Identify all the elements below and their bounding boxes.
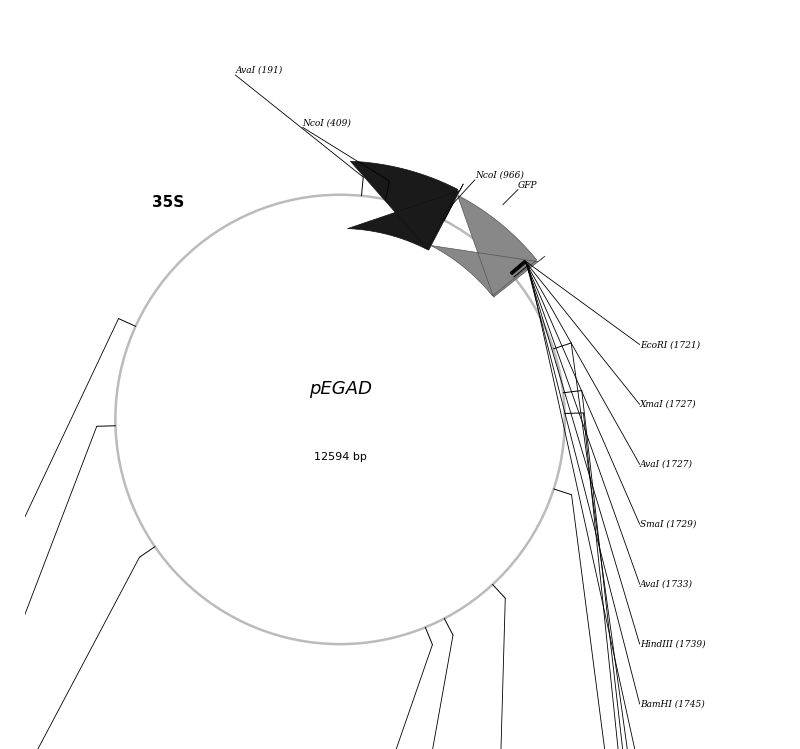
- Text: AvaI (1727): AvaI (1727): [640, 460, 693, 469]
- Text: 35S: 35S: [152, 195, 184, 210]
- Text: AvaI (1733): AvaI (1733): [640, 580, 693, 589]
- Polygon shape: [348, 161, 463, 250]
- Text: 12594 bp: 12594 bp: [314, 452, 366, 462]
- Text: EcoRI (1721): EcoRI (1721): [640, 340, 700, 349]
- Text: pEGAD: pEGAD: [309, 380, 371, 398]
- Text: NcoI (966): NcoI (966): [475, 171, 524, 180]
- Text: NcoI (409): NcoI (409): [302, 118, 351, 127]
- Text: SmaI (1729): SmaI (1729): [640, 520, 696, 529]
- Text: HindIII (1739): HindIII (1739): [640, 640, 706, 649]
- Text: XmaI (1727): XmaI (1727): [640, 400, 696, 409]
- Text: GFP: GFP: [518, 181, 538, 189]
- Text: AvaI (191): AvaI (191): [235, 66, 282, 75]
- Polygon shape: [431, 195, 545, 297]
- Text: BamHI (1745): BamHI (1745): [640, 700, 705, 709]
